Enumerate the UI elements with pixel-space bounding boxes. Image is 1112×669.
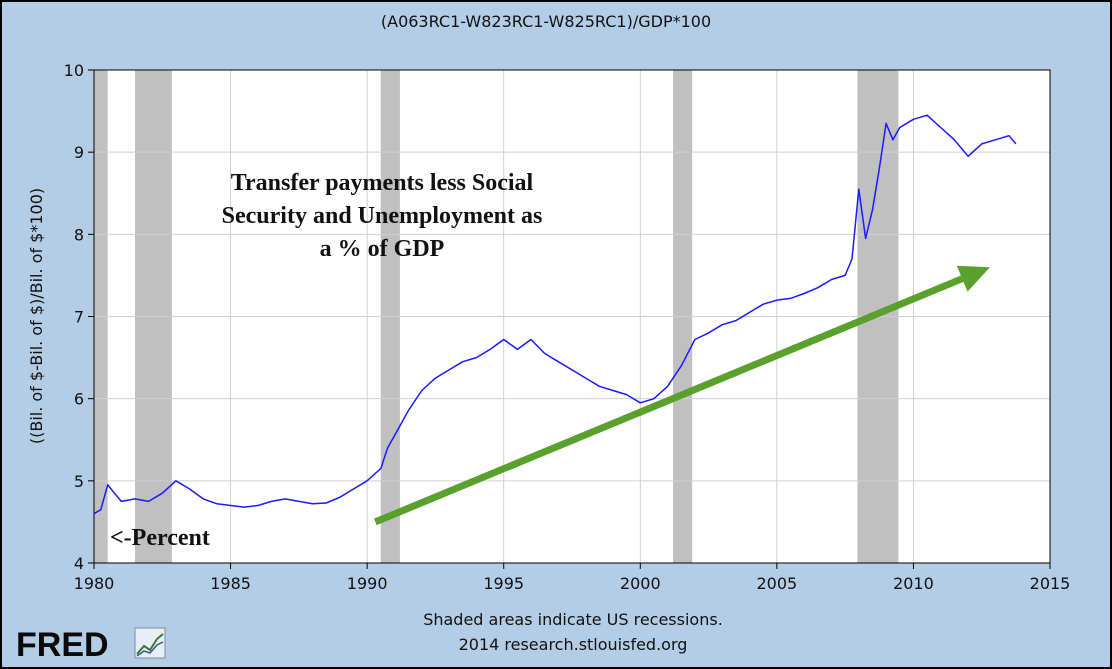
annotation-line-2: Security and Unemployment as: [222, 203, 543, 229]
x-tick-label: 2015: [1030, 574, 1071, 593]
x-tick-label: 2000: [620, 574, 661, 593]
x-tick-label: 2005: [756, 574, 797, 593]
y-tick-label: 6: [74, 390, 84, 409]
footer-source: 2014 research.stlouisfed.org: [459, 635, 688, 654]
y-tick-label: 4: [74, 554, 84, 573]
trend-arrow-head: [956, 265, 990, 292]
fred-chart-icon: [134, 627, 166, 659]
x-tick-label: 1990: [347, 574, 388, 593]
annotation-line-3: a % of GDP: [320, 236, 445, 262]
chart-title: (A063RC1-W823RC1-W825RC1)/GDP*100: [381, 12, 711, 31]
series-line-1: [93, 114, 1017, 515]
fred-logo-text: FRED: [16, 626, 109, 664]
percent-annotation: <-Percent: [110, 525, 210, 551]
y-axis-label: ((Bil. of $-Bil. of $)/Bil. of $*100): [27, 188, 46, 444]
trend-arrow-shaft: [373, 275, 964, 526]
x-tick-label: 1995: [483, 574, 524, 593]
fred-logo: FRED: [16, 626, 166, 664]
trend-arrow: [373, 265, 990, 526]
x-tick-label: 1980: [74, 574, 115, 593]
y-tick-label: 10: [64, 61, 84, 80]
y-tick-label: 7: [74, 308, 84, 327]
y-tick-label: 9: [74, 143, 84, 162]
y-tick-label: 5: [74, 472, 84, 491]
x-tick-label: 2010: [893, 574, 934, 593]
axis-ticks: 4 5 6 7 8 9 10 1980 1985 1990 1995 2000 2005 2010 2015: [64, 61, 1071, 593]
series-group: [93, 114, 1017, 515]
gridlines: [94, 70, 1050, 563]
footer-recession-note: Shaded areas indicate US recessions.: [423, 610, 723, 629]
y-tick-label: 8: [74, 225, 84, 244]
annotation-line-1: Transfer payments less Social: [231, 170, 534, 196]
x-tick-label: 1985: [210, 574, 251, 593]
